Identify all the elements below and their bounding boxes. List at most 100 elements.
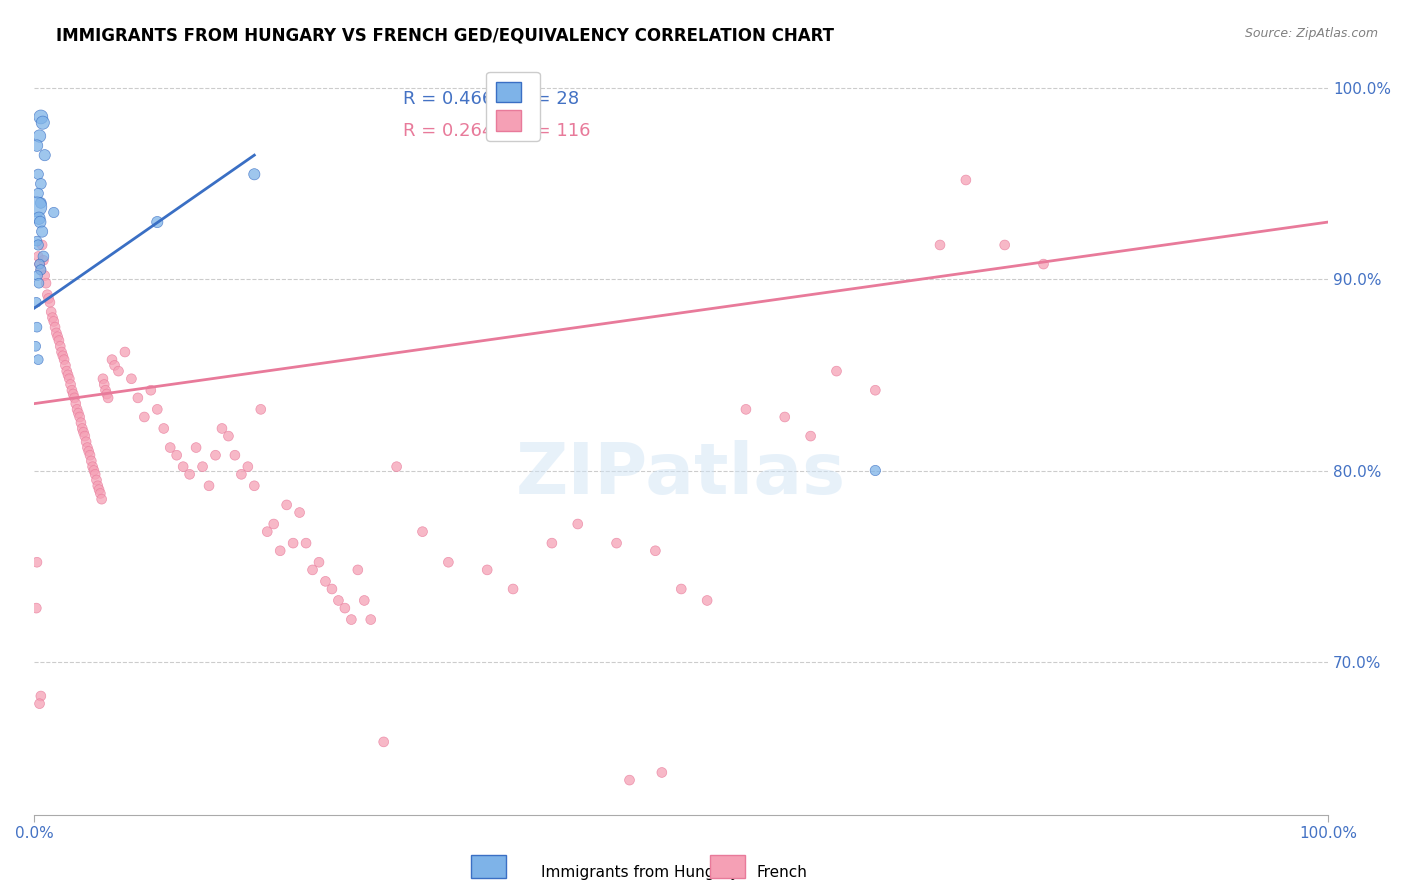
Point <box>42 314 65 328</box>
Point <box>30 689 52 703</box>
Point <box>49 339 72 353</box>
Point <box>256 524 278 539</box>
Point <box>929 238 952 252</box>
Point <box>211 421 233 435</box>
Point <box>55 364 77 378</box>
Point <box>25 601 48 615</box>
Point <box>83 463 105 477</box>
Point <box>295 536 318 550</box>
Point <box>30 196 52 211</box>
Point <box>333 601 356 615</box>
Point <box>735 402 758 417</box>
Point <box>994 238 1017 252</box>
Text: Immigrants from Hungary: Immigrants from Hungary <box>541 865 740 880</box>
Point <box>70 421 93 435</box>
Point <box>46 329 69 343</box>
Point <box>60 383 83 397</box>
Point <box>346 563 368 577</box>
Point <box>75 434 97 449</box>
Point <box>38 292 60 306</box>
Point <box>89 486 111 500</box>
Point <box>101 352 124 367</box>
Point <box>1032 257 1054 271</box>
Point <box>243 479 266 493</box>
Point <box>328 593 350 607</box>
Point <box>84 467 107 482</box>
Point <box>276 498 298 512</box>
Point <box>56 368 79 382</box>
Point <box>82 459 104 474</box>
Point <box>114 345 136 359</box>
Point <box>87 483 110 497</box>
Point <box>340 613 363 627</box>
Point <box>619 773 641 788</box>
Point <box>52 349 75 363</box>
Text: R = 0.264    N = 116: R = 0.264 N = 116 <box>404 122 591 140</box>
Point <box>51 345 73 359</box>
Point <box>263 516 285 531</box>
Point <box>63 391 86 405</box>
Point <box>31 238 53 252</box>
Point <box>191 459 214 474</box>
Point <box>651 765 673 780</box>
Point <box>179 467 201 482</box>
Point <box>28 129 51 144</box>
Point <box>62 387 84 401</box>
Point <box>30 215 52 229</box>
Point <box>77 444 100 458</box>
Point <box>27 352 49 367</box>
Point <box>269 543 291 558</box>
Point <box>224 448 246 462</box>
Point <box>353 593 375 607</box>
Point <box>412 524 434 539</box>
Point <box>360 613 382 627</box>
Point <box>42 205 65 219</box>
Point <box>865 463 887 477</box>
Point <box>127 391 149 405</box>
Point <box>477 563 499 577</box>
Point <box>31 225 53 239</box>
Point <box>437 555 460 569</box>
Point <box>825 364 848 378</box>
Point <box>243 167 266 181</box>
Point <box>107 364 129 378</box>
Point <box>70 416 93 430</box>
Point <box>28 697 51 711</box>
Point <box>96 387 118 401</box>
Point <box>28 257 51 271</box>
Point <box>90 492 112 507</box>
Point <box>69 409 91 424</box>
Point <box>28 276 51 290</box>
Point <box>55 359 77 373</box>
Point <box>146 402 169 417</box>
Point <box>198 479 221 493</box>
Point <box>27 186 49 201</box>
Point <box>25 138 48 153</box>
Point <box>39 305 62 319</box>
Point <box>41 310 63 325</box>
Point <box>34 268 56 283</box>
Point <box>25 234 48 248</box>
Point <box>27 167 49 181</box>
Text: Source: ZipAtlas.com: Source: ZipAtlas.com <box>1244 27 1378 40</box>
Point <box>58 372 80 386</box>
Point <box>91 372 114 386</box>
Point <box>97 391 120 405</box>
Point <box>35 276 58 290</box>
Point <box>134 409 156 424</box>
Point <box>37 287 59 301</box>
Point <box>236 459 259 474</box>
Point <box>541 536 564 550</box>
Point <box>53 352 76 367</box>
Point <box>87 479 110 493</box>
Point <box>80 454 103 468</box>
Point <box>103 359 125 373</box>
Point <box>30 177 52 191</box>
Point <box>159 441 181 455</box>
Point <box>44 320 66 334</box>
Point <box>172 459 194 474</box>
Point <box>696 593 718 607</box>
Point <box>120 372 142 386</box>
Point <box>249 402 271 417</box>
Point <box>288 506 311 520</box>
